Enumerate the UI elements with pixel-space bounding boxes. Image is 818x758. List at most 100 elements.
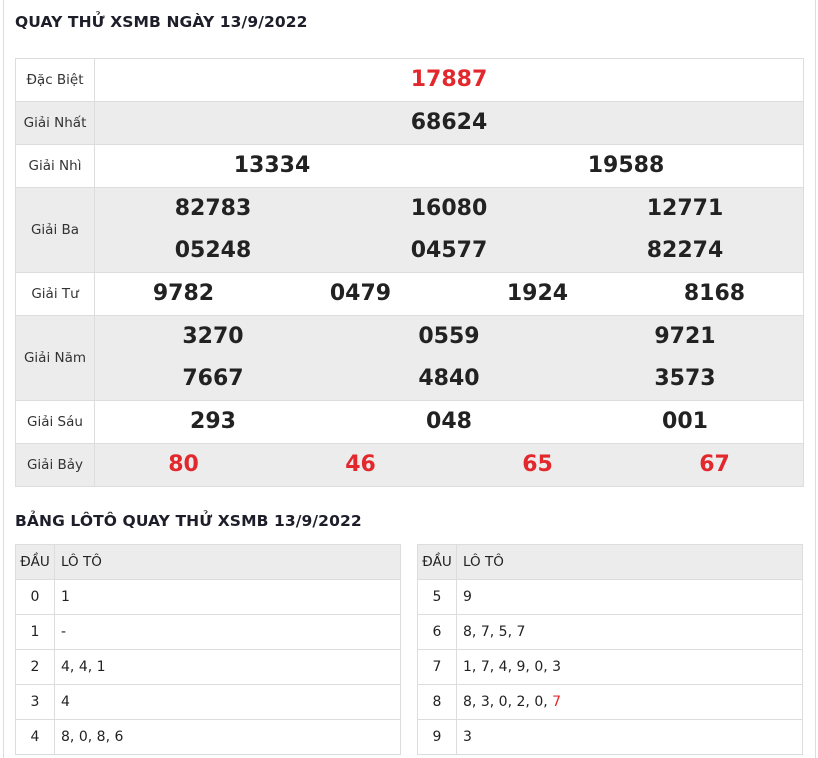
prize-number: 7667 xyxy=(182,366,244,391)
loto-dau: 8 xyxy=(417,684,457,720)
loto-value: 8 xyxy=(96,729,106,745)
prize-row: Giải Năm 3270 0559 9721 7667 4840 3573 xyxy=(15,315,804,401)
loto-value: 7 xyxy=(480,624,490,640)
loto-row: 8 8, 3, 0, 2, 0, 7 xyxy=(417,684,803,720)
loto-row: 2 4, 4, 1 xyxy=(15,649,401,685)
prize-label: Đặc Biệt xyxy=(15,58,95,102)
prize-number: 13334 xyxy=(233,153,311,178)
loto-dau: 0 xyxy=(15,579,55,615)
prize-number: 16080 xyxy=(410,196,488,221)
prize-numbers: 293 048 001 xyxy=(94,400,804,444)
loto-values: 9 xyxy=(456,579,803,615)
prize-number: 048 xyxy=(426,409,472,434)
prize-numbers: 13334 19588 xyxy=(94,144,804,188)
loto-table-left: ĐẦU LÔ TÔ 0 1 1-2 4, 4, 1 3 4 4 8, 0, 8, 6 xyxy=(15,544,401,755)
loto-value: 3 xyxy=(480,694,490,710)
loto-value: 1 xyxy=(96,659,106,675)
loto-values: 8, 3, 0, 2, 0, 7 xyxy=(456,684,803,720)
header-dau: ĐẦU xyxy=(417,544,457,580)
loto-value: 4 xyxy=(61,694,70,710)
header-loto: LÔ TÔ xyxy=(54,544,401,580)
loto-value: 7 xyxy=(516,624,526,640)
prize-number: 12771 xyxy=(646,196,724,221)
prize-row: Giải Bảy 80 46 65 67 xyxy=(15,443,804,487)
loto-value: 7 xyxy=(480,659,490,675)
prize-row: Giải Ba 82783 16080 12771 05248 04577 82274 xyxy=(15,187,804,273)
loto-value: 0 xyxy=(498,694,508,710)
prize-number: 1924 xyxy=(506,281,569,306)
prize-number: 46 xyxy=(345,452,376,477)
loto-values: - xyxy=(54,614,401,650)
prize-label: Giải Năm xyxy=(15,315,95,401)
loto-title: BẢNG LÔTÔ QUAY THỬ XSMB 13/9/2022 xyxy=(15,512,362,530)
loto-value: 1 xyxy=(463,659,472,675)
prize-label: Giải Ba xyxy=(15,187,95,273)
loto-dau: 3 xyxy=(15,684,55,720)
prize-row: Giải Nhì 13334 19588 xyxy=(15,144,804,188)
prize-number: 9721 xyxy=(654,324,716,349)
prize-row: Giải Tư 9782 0479 1924 8168 xyxy=(15,272,804,316)
loto-values: 1, 7, 4, 9, 0, 3 xyxy=(456,649,803,685)
prize-number: 3270 xyxy=(182,324,244,349)
loto-value: 4 xyxy=(78,659,88,675)
prize-numbers: 68624 xyxy=(94,101,804,145)
loto-value: 4 xyxy=(61,659,70,675)
loto-row: 7 1, 7, 4, 9, 0, 3 xyxy=(417,649,803,685)
loto-value: 9 xyxy=(516,659,526,675)
prize-number: 001 xyxy=(662,409,708,434)
header-dau: ĐẦU xyxy=(15,544,55,580)
loto-value: 0 xyxy=(534,659,544,675)
prize-number: 0479 xyxy=(329,281,392,306)
loto-value: 0 xyxy=(78,729,88,745)
prize-number: 82274 xyxy=(646,238,724,263)
prize-label: Giải Nhì xyxy=(15,144,95,188)
prize-row: Giải Sáu 293 048 001 xyxy=(15,400,804,444)
prize-number: 67 xyxy=(699,452,730,477)
loto-values: 3 xyxy=(456,719,803,755)
page-frame xyxy=(3,0,816,758)
loto-row: 1- xyxy=(15,614,401,650)
prize-numbers: 17887 xyxy=(94,58,804,102)
page-title: QUAY THỬ XSMB NGÀY 13/9/2022 xyxy=(15,13,308,31)
loto-values: 1 xyxy=(54,579,401,615)
loto-values: 8, 7, 5, 7 xyxy=(456,614,803,650)
prize-number: 4840 xyxy=(418,366,480,391)
loto-dau: 4 xyxy=(15,719,55,755)
loto-row: 4 8, 0, 8, 6 xyxy=(15,719,401,755)
prize-row: Giải Nhất 68624 xyxy=(15,101,804,145)
loto-dau: 6 xyxy=(417,614,457,650)
prize-number: 19588 xyxy=(587,153,665,178)
loto-value: 1 xyxy=(61,589,70,605)
loto-values: 4 xyxy=(54,684,401,720)
header-loto: LÔ TÔ xyxy=(456,544,803,580)
prize-number: 17887 xyxy=(410,67,488,92)
loto-dau: 5 xyxy=(417,579,457,615)
loto-dau: 1 xyxy=(15,614,55,650)
prize-number: 04577 xyxy=(410,238,488,263)
loto-value: 8 xyxy=(463,624,472,640)
prize-number: 8168 xyxy=(683,281,746,306)
loto-value: 3 xyxy=(463,729,472,745)
loto-value: 8 xyxy=(463,694,472,710)
prize-number: 9782 xyxy=(152,281,215,306)
prize-number: 80 xyxy=(168,452,199,477)
prize-label: Giải Sáu xyxy=(15,400,95,444)
prize-label: Giải Tư xyxy=(15,272,95,316)
prize-label: Giải Nhất xyxy=(15,101,95,145)
loto-dau: 2 xyxy=(15,649,55,685)
loto-value: 5 xyxy=(498,624,508,640)
prize-number: 293 xyxy=(190,409,236,434)
prize-numbers: 3270 0559 9721 7667 4840 3573 xyxy=(94,315,804,401)
loto-value: - xyxy=(61,624,67,640)
prize-row: Đặc Biệt 17887 xyxy=(15,58,804,102)
prize-numbers: 9782 0479 1924 8168 xyxy=(94,272,804,316)
loto-value: 8 xyxy=(61,729,70,745)
loto-values: 4, 4, 1 xyxy=(54,649,401,685)
loto-dau: 9 xyxy=(417,719,457,755)
prize-number: 68624 xyxy=(410,110,488,135)
prize-number: 0559 xyxy=(418,324,480,349)
